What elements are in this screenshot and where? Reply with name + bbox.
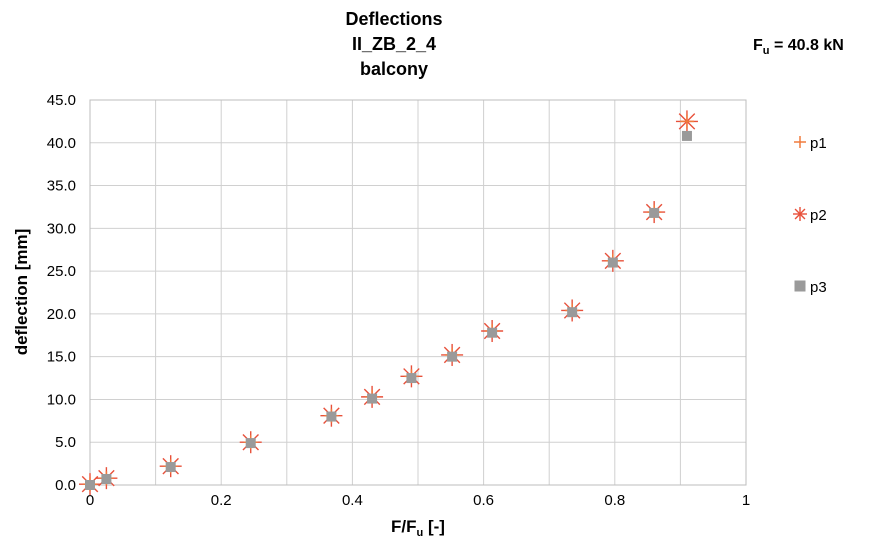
legend-item-p3: p3 — [794, 279, 827, 296]
point-p3 — [487, 327, 498, 338]
legend-label-p3: p3 — [810, 279, 827, 296]
point-p3 — [245, 438, 256, 449]
point-p3 — [101, 474, 112, 485]
chart-title: Deflections II_ZB_2_4 balcony — [345, 9, 442, 79]
x-tick-label: 1 — [742, 492, 750, 509]
series-p2 — [79, 110, 698, 496]
y-tick-label: 0.0 — [55, 477, 76, 494]
point-p3 — [326, 411, 337, 422]
title-line-2: II_ZB_2_4 — [352, 34, 436, 54]
legend: p1 p2 p3 — [793, 135, 827, 296]
annotation-subscript: u — [763, 45, 770, 57]
legend-marker-p3 — [794, 280, 806, 292]
y-tick-label: 35.0 — [47, 178, 76, 195]
legend-label-p2: p2 — [810, 207, 827, 224]
x-axis-tick-labels: 0 0.2 0.4 0.6 0.8 1 — [86, 492, 750, 509]
grid-layer — [90, 99, 747, 486]
ultimate-load-annotation: Fu = 40.8 kN — [753, 37, 844, 57]
point-p3 — [447, 351, 458, 362]
point-p3 — [649, 207, 660, 218]
legend-marker-p1 — [794, 136, 806, 148]
y-tick-label: 20.0 — [47, 306, 76, 323]
point-p3 — [165, 462, 176, 473]
point-p3 — [607, 257, 618, 268]
point-p3 — [367, 393, 378, 404]
legend-item-p2: p2 — [793, 207, 827, 224]
y-tick-label: 30.0 — [47, 220, 76, 237]
x-tick-label: 0.6 — [473, 492, 494, 509]
y-tick-label: 25.0 — [47, 263, 76, 280]
point-p3 — [681, 130, 692, 141]
series-layer — [79, 110, 698, 496]
y-axis-tick-labels: 0.0 5.0 10.0 15.0 20.0 25.0 30.0 35.0 40.0 45.0 — [47, 92, 76, 494]
x-axis-title-subscript: u — [417, 527, 424, 539]
y-tick-label: 15.0 — [47, 349, 76, 366]
y-tick-label: 45.0 — [47, 92, 76, 109]
legend-marker-p2 — [793, 207, 807, 221]
title-line-1: Deflections — [345, 9, 442, 29]
series-p3 — [85, 130, 692, 490]
y-tick-label: 40.0 — [47, 135, 76, 152]
legend-item-p1: p1 — [794, 135, 827, 152]
x-tick-label: 0 — [86, 492, 94, 509]
point-p3 — [567, 307, 578, 318]
y-tick-label: 5.0 — [55, 434, 76, 451]
x-tick-label: 0.8 — [604, 492, 625, 509]
point-p3 — [85, 480, 95, 490]
x-tick-label: 0.2 — [211, 492, 232, 509]
y-tick-label: 10.0 — [47, 391, 76, 408]
annotation-rest: = 40.8 kN — [770, 37, 844, 54]
y-axis-title: deflection [mm] — [12, 229, 31, 356]
x-axis-title: F/Fu [-] — [391, 517, 445, 539]
annotation-base: F — [753, 37, 763, 54]
point-p3 — [406, 373, 417, 384]
plot-area-border — [89, 99, 747, 486]
point-p1 — [679, 114, 694, 129]
title-line-3: balcony — [360, 59, 428, 79]
legend-label-p1: p1 — [810, 135, 827, 152]
x-tick-label: 0.4 — [342, 492, 363, 509]
x-axis-title-base: F/F — [391, 517, 417, 536]
series-p1 — [83, 114, 694, 492]
x-axis-title-rest: [-] — [423, 517, 445, 536]
